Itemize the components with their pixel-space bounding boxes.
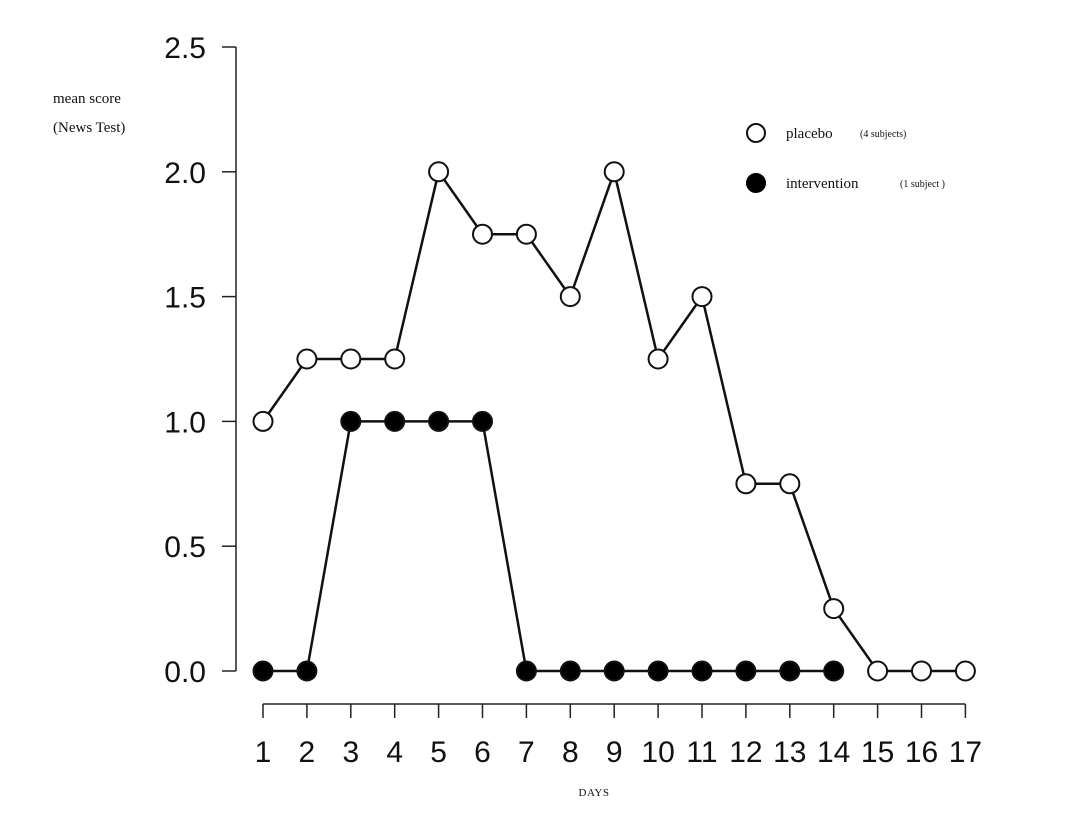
data-point-intervention <box>428 410 450 432</box>
data-point-placebo <box>252 410 274 432</box>
x-tick-label: 2 <box>299 736 316 769</box>
x-tick-label: 7 <box>518 736 535 769</box>
y-tick-label: 2.0 <box>164 157 206 190</box>
data-point-intervention <box>603 660 625 682</box>
x-axis: 1 2 3 4 5 6 7 8 9 10 11 12 13 14 15 16 17 <box>255 703 982 769</box>
x-tick-label: 8 <box>562 736 579 769</box>
x-tick-label: 13 <box>773 736 806 769</box>
data-point-intervention <box>647 660 669 682</box>
legend-marker-intervention <box>746 173 766 193</box>
legend-note-placebo: (4 subjects) <box>860 129 906 140</box>
data-point-intervention <box>823 660 845 682</box>
x-tick-label: 15 <box>861 736 894 769</box>
data-point-intervention <box>472 410 493 432</box>
series-placebo <box>252 161 976 682</box>
y-tick-label: 0.5 <box>164 531 206 564</box>
y-tick-label: 1.0 <box>164 406 206 439</box>
x-tick-label: 6 <box>474 736 491 769</box>
x-tick-label: 3 <box>342 736 359 769</box>
y-axis-title-line-1: mean score <box>53 91 121 107</box>
y-tick-label: 0.0 <box>164 656 206 689</box>
data-point-intervention <box>252 660 274 682</box>
data-point-placebo <box>779 473 801 495</box>
x-tick-label: 9 <box>606 736 623 769</box>
x-axis-title: DAYS <box>579 787 610 799</box>
data-point-placebo <box>911 660 932 682</box>
data-point-placebo <box>384 348 406 370</box>
data-point-intervention <box>559 660 581 682</box>
data-point-intervention <box>296 660 318 682</box>
data-point-intervention <box>515 660 537 682</box>
data-point-intervention <box>735 660 757 682</box>
legend-note-intervention: (1 subject ) <box>900 179 945 190</box>
data-point-placebo <box>559 286 581 308</box>
data-point-intervention <box>779 660 801 682</box>
series-intervention <box>252 410 845 682</box>
x-tick-label: 1 <box>255 736 272 769</box>
y-tick-label: 2.5 <box>164 32 206 65</box>
data-point-intervention <box>384 410 406 432</box>
y-axis: 0.0 0.5 1.0 1.5 2.0 2.5 <box>164 32 237 689</box>
data-point-placebo <box>647 348 669 370</box>
data-point-intervention <box>340 410 362 432</box>
legend-label-intervention: intervention <box>786 176 859 192</box>
y-axis-title-line-2: (News Test) <box>53 120 125 136</box>
data-point-placebo <box>735 473 757 495</box>
data-point-placebo <box>515 223 537 245</box>
data-point-placebo <box>823 598 845 620</box>
data-point-placebo <box>296 348 318 370</box>
x-tick-label: 16 <box>905 736 938 769</box>
x-tick-label: 4 <box>386 736 403 769</box>
x-tick-label: 14 <box>817 736 850 769</box>
legend-marker-placebo <box>746 123 766 143</box>
legend-label-placebo: placebo <box>786 126 833 142</box>
data-point-placebo <box>472 223 493 245</box>
x-tick-label: 10 <box>641 736 674 769</box>
x-tick-label: 12 <box>729 736 762 769</box>
y-tick-label: 1.5 <box>164 282 206 315</box>
data-point-placebo <box>954 660 976 682</box>
x-tick-label: 17 <box>949 736 982 769</box>
series-layer <box>252 161 976 682</box>
x-tick-label: 5 <box>430 736 447 769</box>
data-point-placebo <box>340 348 362 370</box>
data-point-placebo <box>428 161 450 183</box>
legend: placebo (4 subjects) intervention (1 sub… <box>746 123 945 193</box>
data-point-placebo <box>603 161 625 183</box>
series-line-intervention <box>263 420 834 673</box>
x-tick-label: 11 <box>686 736 717 769</box>
data-point-placebo <box>691 286 713 308</box>
data-point-placebo <box>867 660 889 682</box>
data-point-intervention <box>691 660 713 682</box>
